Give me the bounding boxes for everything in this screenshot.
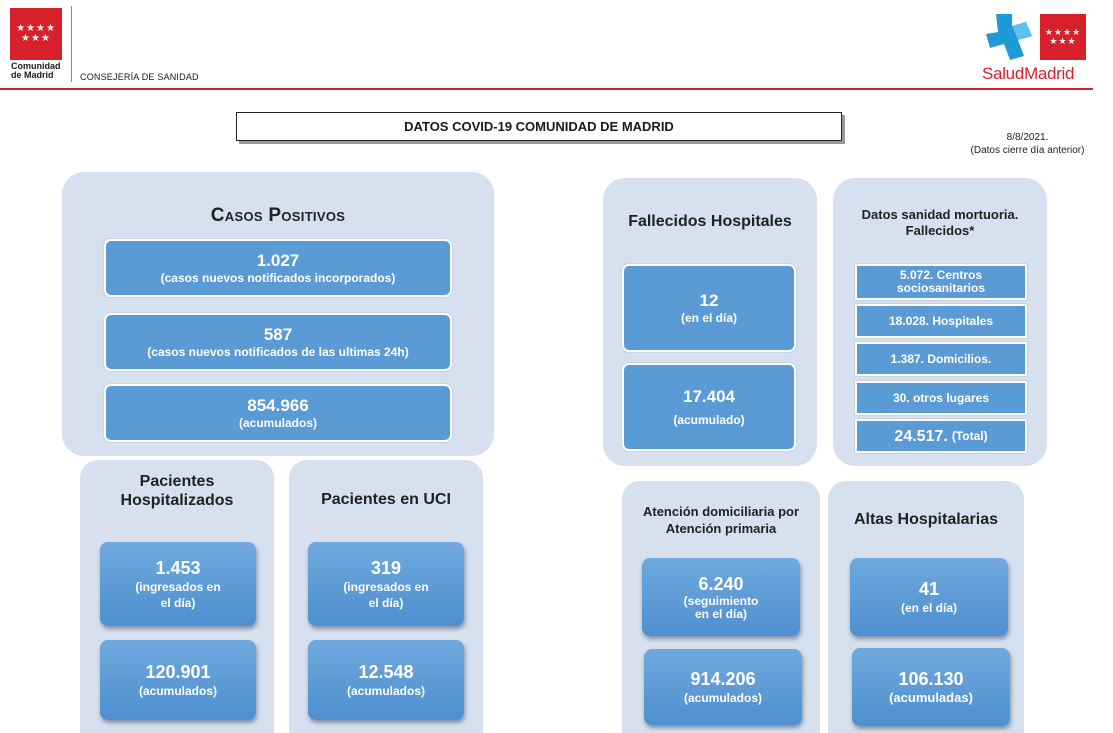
uci-acumulados-box: 12.548 (acumulados): [308, 640, 464, 720]
hospitalizados-acumulados-box: 120.901 (acumulados): [100, 640, 256, 720]
report-title-box: DATOS COVID-19 COMUNIDAD DE MADRID: [236, 112, 842, 141]
casos-nuevos-incorporados-box: 1.027 (casos nuevos notificados incorpor…: [104, 239, 452, 297]
report-date-block: 8/8/2021. (Datos cierre día anterior): [960, 131, 1095, 157]
stat-label-line-2: el día): [368, 596, 404, 610]
stat-label-line-2: en el día): [694, 607, 747, 621]
title-line-2: Fallecidos*: [905, 223, 975, 238]
mortuoria-hospitales-box: 18.028. Hospitales: [855, 304, 1027, 338]
pacientes-uci-panel: Pacientes en UCI 319 (ingresados en el d…: [289, 460, 483, 733]
stat-label: (acumulados): [238, 416, 317, 430]
stat-label: (casos nuevos notificados de las ultimas…: [147, 345, 409, 359]
stat-label-line-1: (ingresados en: [343, 580, 429, 594]
logo-text-line-2: de Madrid: [11, 70, 54, 80]
stat-label-line-1: (ingresados en: [135, 580, 221, 594]
stat-value: 12: [699, 291, 719, 310]
report-date: 8/8/2021.: [1006, 132, 1049, 143]
pacientes-hospitalizados-panel: Pacientes Hospitalizados 1.453 (ingresad…: [80, 460, 274, 733]
stat-value: 914.206: [690, 669, 756, 689]
stat-value: 17.404: [683, 387, 735, 406]
atencion-domiciliaria-panel: Atención domiciliaria por Atención prima…: [622, 481, 820, 733]
total-value: 24.517.: [894, 427, 948, 445]
stat-value: 319: [370, 558, 402, 578]
mortuoria-domicilios-box: 1.387. Domicilios.: [855, 342, 1027, 376]
header-divider: [71, 6, 72, 82]
title-line-2: Atención primaria: [665, 521, 777, 536]
altas-hospitalarias-title: Altas Hospitalarias: [853, 511, 999, 528]
fallecidos-acumulado-box: 17.404 (acumulado): [622, 363, 796, 451]
stat-label: (en el día): [680, 311, 737, 325]
title-line-1: Datos sanidad mortuoria.: [861, 207, 1019, 222]
casos-nuevos-24h-box: 587 (casos nuevos notificados de las ult…: [104, 313, 452, 371]
mortuoria-otros-box: 30. otros lugares: [855, 381, 1027, 415]
salud-madrid-flag-logo: ★★★★ ★★★: [1040, 14, 1086, 60]
uci-dia-box: 319 (ingresados en el día): [308, 542, 464, 626]
report-date-note: (Datos cierre día anterior): [970, 145, 1085, 156]
casos-positivos-title: Casos Positivos: [210, 205, 346, 226]
comunidad-madrid-flag-logo: ★★★★ ★★★: [10, 8, 62, 60]
stat-value: 854.966: [247, 396, 309, 415]
pacientes-uci-title: Pacientes en UCI: [321, 491, 451, 508]
total-label: (Total): [951, 428, 988, 443]
department-name: CONSEJERÍA DE SANIDAD: [80, 72, 199, 82]
sanidad-mortuoria-title: Datos sanidad mortuoria. Fallecidos*: [833, 207, 1047, 239]
stat-value: 1.453: [155, 558, 201, 578]
stat-label: (acumulados): [346, 684, 425, 698]
hospitalizados-dia-box: 1.453 (ingresados en el día): [100, 542, 256, 626]
stat-label-line-1: (seguimiento: [683, 594, 759, 608]
title-line-2: Hospitalizados: [120, 492, 234, 509]
fallecidos-hospitales-title: Fallecidos Hospitales: [628, 213, 792, 230]
flag-stars-icon: ★★★★ ★★★: [16, 23, 56, 44]
stat-value: 41: [918, 579, 940, 599]
stat-label: (acumuladas): [889, 690, 973, 705]
stat-label: (en el día): [900, 601, 957, 615]
stat-text: 1.387. Domicilios.: [890, 351, 992, 366]
logo-text-line-1: Comunidad: [11, 61, 61, 71]
stat-value: 6.240: [698, 574, 744, 594]
stat-value: 1.027: [256, 251, 300, 270]
mortuoria-centros-box: 5.072. Centros sociosanitarios: [855, 264, 1027, 300]
altas-acumuladas-box: 106.130 (acumuladas): [852, 648, 1010, 726]
title-line-1: Pacientes: [139, 473, 215, 490]
flag-stars-icon: ★★★★ ★★★: [1044, 27, 1082, 46]
stat-label: (acumulados): [683, 691, 762, 705]
stat-value: 106.130: [898, 669, 964, 689]
salud-madrid-wordmark: SaludMadrid: [982, 64, 1075, 83]
fallecidos-hospitales-panel: Fallecidos Hospitales 12 (en el día) 17.…: [603, 178, 817, 466]
salud-madrid-cross-icon: [986, 14, 1032, 60]
stat-label-line-2: el día): [160, 596, 196, 610]
mortuoria-total-box: 24.517. (Total): [855, 419, 1027, 453]
stat-value: 120.901: [145, 662, 211, 682]
casos-positivos-panel: Casos Positivos 1.027 (casos nuevos noti…: [62, 172, 494, 456]
altas-hospitalarias-panel: Altas Hospitalarias 41 (en el día) 106.1…: [828, 481, 1024, 733]
report-title: DATOS COVID-19 COMUNIDAD DE MADRID: [404, 119, 674, 134]
atencion-acumulados-box: 914.206 (acumulados): [644, 649, 802, 725]
stat-value: 587: [263, 325, 293, 344]
fallecidos-dia-box: 12 (en el día): [622, 264, 796, 352]
pacientes-hospitalizados-title: Pacientes Hospitalizados: [80, 472, 274, 510]
atencion-domiciliaria-title: Atención domiciliaria por Atención prima…: [622, 503, 820, 537]
title-line-1: Atención domiciliaria por: [642, 504, 800, 519]
atencion-dia-box: 6.240 (seguimiento en el día): [642, 558, 800, 636]
altas-dia-box: 41 (en el día): [850, 558, 1008, 636]
comunidad-madrid-logo-text: Comunidad de Madrid: [11, 62, 61, 80]
stat-text: 5.072. Centros sociosanitarios: [896, 268, 986, 295]
casos-acumulados-box: 854.966 (acumulados): [104, 384, 452, 442]
stat-label: (acumulados): [138, 684, 217, 698]
stat-value: 12.548: [358, 662, 414, 682]
stat-label: (casos nuevos notificados incorporados): [160, 271, 396, 285]
stat-text: 30. otros lugares: [892, 390, 990, 405]
sanidad-mortuoria-panel: Datos sanidad mortuoria. Fallecidos* 5.0…: [833, 178, 1047, 466]
stat-label: (acumulado): [673, 413, 745, 427]
stat-text: 18.028. Hospitales: [888, 313, 994, 328]
header-rule: [0, 88, 1093, 90]
